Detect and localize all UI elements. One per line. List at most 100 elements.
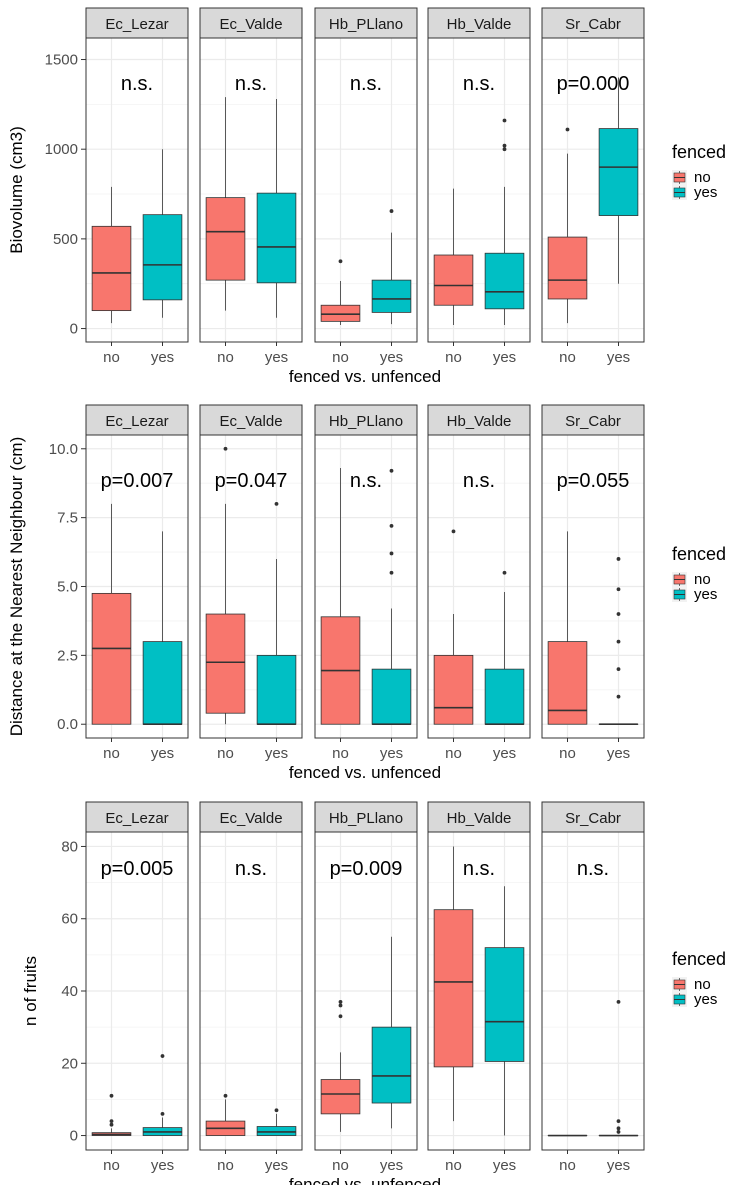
facet-Ec_Valde: Ec_Valde n.s. no yes: [199, 7, 303, 366]
box-iqr: [433, 254, 474, 306]
facet-Ec_Valde: Ec_Valde n.s. no yes: [199, 801, 303, 1174]
outlier-point: [274, 501, 279, 506]
facet-strip: [85, 404, 189, 436]
box-yes: [484, 886, 525, 1136]
box-iqr: [256, 1126, 297, 1136]
x-axis-title: fenced vs. unfenced: [289, 367, 441, 386]
legend-label: yes: [694, 991, 717, 1008]
box-no: [320, 468, 361, 725]
box-iqr: [598, 128, 639, 216]
facet-strip-label: Ec_Lezar: [105, 16, 168, 33]
box-iqr: [484, 668, 525, 725]
outlier-point: [109, 1122, 114, 1127]
box-iqr: [547, 236, 588, 300]
box-iqr: [371, 668, 412, 725]
box-no: [91, 186, 132, 324]
facet-panel-border: [427, 37, 531, 343]
box-yes: [598, 999, 639, 1137]
y-tick-label: 500: [53, 231, 78, 248]
outlier-point: [616, 639, 621, 644]
facet-panel-border: [314, 831, 418, 1151]
facet-strip-label: Hb_PLlano: [329, 810, 403, 827]
outlier-point: [223, 446, 228, 451]
facet-strip: [541, 801, 645, 833]
x-tick-label: no: [217, 745, 234, 762]
facet-panel-border: [314, 434, 418, 739]
box-yes: [598, 557, 639, 726]
facet-panel-background: [200, 38, 302, 342]
significance-label: n.s.: [463, 470, 495, 492]
outlier-point: [223, 1093, 228, 1098]
significance-label: p=0.000: [557, 73, 630, 95]
box-iqr: [320, 1079, 361, 1115]
y-tick-label: 80: [61, 838, 78, 855]
x-axis-title: fenced vs. unfenced: [289, 763, 441, 782]
y-tick-label: 1000: [45, 141, 78, 158]
significance-label: n.s.: [350, 73, 382, 95]
facet-Sr_Cabr: Sr_Cabr p=0.000 no yes: [541, 7, 645, 366]
facet-Hb_Valde: Hb_Valde n.s. no yes: [427, 7, 531, 366]
facet-strip: [427, 404, 531, 436]
legend-label: yes: [694, 184, 717, 201]
box-yes: [371, 936, 412, 1129]
facet-strip: [314, 801, 418, 833]
legend-title: fenced: [672, 142, 726, 162]
significance-label: p=0.055: [557, 470, 630, 492]
facet-Ec_Valde: Ec_Valde p=0.047 no yes: [199, 404, 303, 762]
significance-label: n.s.: [235, 858, 267, 880]
box-iqr: [142, 641, 183, 725]
box-iqr: [484, 947, 525, 1062]
x-tick-label: no: [445, 745, 462, 762]
facet-Hb_PLlano: Hb_PLlano p=0.009 no yes: [314, 801, 418, 1174]
legend-label: no: [694, 169, 711, 186]
significance-label: p=0.009: [330, 858, 403, 880]
facet-strip-label: Ec_Lezar: [105, 413, 168, 430]
box-iqr: [142, 214, 183, 301]
x-tick-label: yes: [265, 1157, 288, 1174]
x-tick-label: no: [445, 349, 462, 366]
outlier-point: [502, 570, 507, 575]
outlier-point: [338, 1003, 343, 1008]
y-tick-label: 1500: [45, 52, 78, 69]
box-no: [91, 503, 132, 725]
x-tick-label: yes: [265, 349, 288, 366]
facet-panel-border: [199, 831, 303, 1151]
outlier-point: [160, 1111, 165, 1116]
significance-label: n.s.: [577, 858, 609, 880]
y-tick-label: 0: [70, 321, 78, 338]
outlier-point: [616, 999, 621, 1004]
box-no: [91, 1093, 132, 1136]
significance-label: p=0.047: [215, 470, 288, 492]
x-tick-label: no: [103, 349, 120, 366]
facet-panel-border: [85, 831, 189, 1151]
significance-label: n.s.: [463, 858, 495, 880]
box-no: [205, 1093, 246, 1136]
box-iqr: [433, 909, 474, 1068]
box-yes: [371, 468, 412, 726]
box-yes: [371, 209, 412, 325]
facet-Hb_PLlano: Hb_PLlano n.s. no yes: [314, 7, 418, 366]
outlier-point: [616, 667, 621, 672]
x-tick-label: no: [332, 349, 349, 366]
facet-strip-label: Ec_Lezar: [105, 810, 168, 827]
box-iqr: [433, 654, 474, 725]
box-no: [433, 188, 474, 325]
x-tick-label: no: [217, 349, 234, 366]
outlier-point: [451, 529, 456, 534]
box-no: [205, 97, 246, 311]
outlier-point: [616, 557, 621, 561]
facet-panel-border: [427, 831, 531, 1151]
x-tick-label: yes: [151, 745, 174, 762]
facet-strip-label: Sr_Cabr: [565, 810, 621, 827]
facet-strip: [541, 404, 645, 436]
facet-panel-border: [541, 434, 645, 739]
x-tick-label: no: [332, 1157, 349, 1174]
legend-key-yes: yes: [672, 991, 717, 1008]
box-iqr: [205, 613, 246, 714]
y-tick-label: 5.0: [57, 579, 78, 596]
panel-2: 0.0 2.5 5.0 7.5 10.0 Distance at the Nearest …: [7, 404, 726, 782]
x-tick-label: yes: [265, 745, 288, 762]
outlier-point: [616, 1130, 621, 1134]
